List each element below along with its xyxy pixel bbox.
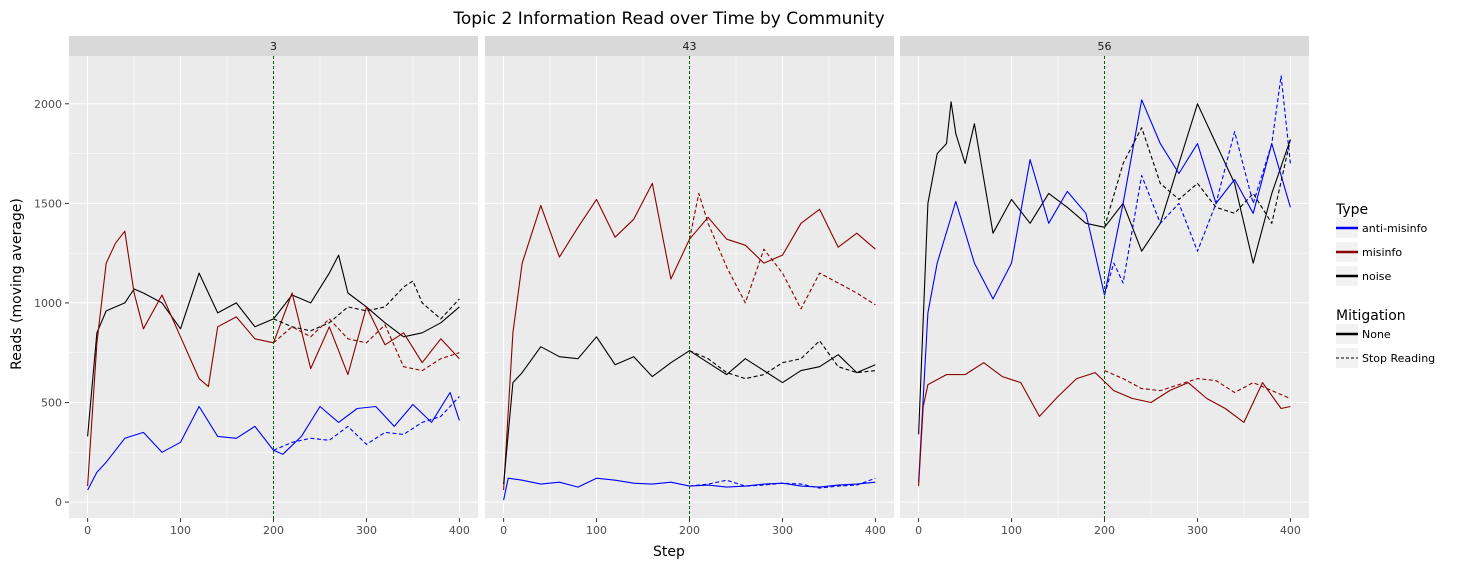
- y-tick-label: 1000: [34, 297, 62, 310]
- x-tick-label: 400: [449, 524, 470, 537]
- y-tick-label: 1500: [34, 197, 62, 210]
- x-tick-label: 200: [679, 524, 700, 537]
- legend-mitigation-title: Mitigation: [1336, 308, 1406, 324]
- x-tick-label: 0: [84, 524, 91, 537]
- series-line-misinfo-none: [87, 230, 460, 487]
- legend-label-mitigation: Stop Reading: [1362, 352, 1435, 365]
- legend-label-mitigation: None: [1362, 328, 1391, 341]
- series-line-noise-stop-reading: [273, 280, 460, 332]
- panel-3: 3 0 100 200 300 400 0 500 1000 1500 2000: [34, 36, 478, 537]
- y-axis-title: Reads (moving average): [9, 198, 25, 370]
- x-tick-label: 300: [772, 524, 793, 537]
- y-tick-label: 2000: [34, 98, 62, 111]
- series-line-noise-none: [87, 254, 460, 437]
- x-tick-label: 100: [1001, 524, 1022, 537]
- x-tick-label: 0: [915, 524, 922, 537]
- panel-56: 56 0 100 200 300 400: [900, 36, 1309, 537]
- facet-strip: [69, 36, 478, 56]
- facet-strip-label: 3: [270, 40, 277, 53]
- x-axis-title: Step: [653, 544, 685, 560]
- series-line-misinfo-stop-reading: [1104, 370, 1291, 400]
- legend-label-misinfo: misinfo: [1362, 246, 1402, 259]
- x-tick-label: 100: [586, 524, 607, 537]
- series-line-misinfo-stop-reading: [273, 318, 460, 372]
- series-line-noise-none: [503, 336, 876, 485]
- series-line-anti-misinfo-none: [503, 477, 876, 501]
- panel-43: 43 0 100 200 300 400: [485, 36, 894, 537]
- x-tick-label: 200: [263, 524, 284, 537]
- x-tick-label: 200: [1094, 524, 1115, 537]
- series-line-misinfo-stop-reading: [688, 192, 876, 310]
- legend-label-noise: noise: [1362, 270, 1391, 283]
- facet-strip-label: 56: [1098, 40, 1112, 53]
- facet-strip: [900, 36, 1309, 56]
- legend: Type Mitigation anti-misinfo misinfo noise…: [1335, 202, 1435, 368]
- facet-strip-label: 43: [683, 40, 697, 53]
- x-tick-label: 100: [170, 524, 191, 537]
- series-line-noise-stop-reading: [1103, 127, 1291, 228]
- x-tick-label: 300: [356, 524, 377, 537]
- series-line-noise-none: [918, 101, 1291, 435]
- y-tick-label: 500: [41, 397, 62, 410]
- x-tick-label: 300: [1187, 524, 1208, 537]
- series-line-misinfo-none: [503, 182, 876, 491]
- x-tick-label: 400: [865, 524, 886, 537]
- legend-label-anti-misinfo: anti-misinfo: [1362, 222, 1427, 235]
- series-line-anti-misinfo-none: [918, 99, 1291, 483]
- series-line-anti-misinfo-stop-reading: [273, 396, 460, 451]
- x-tick-label: 0: [500, 524, 507, 537]
- series-line-noise-stop-reading: [689, 340, 876, 380]
- chart-title: Topic 2 Information Read over Time by Co…: [452, 9, 884, 29]
- series-line-misinfo-none: [918, 362, 1291, 487]
- series-line-anti-misinfo-stop-reading: [689, 477, 876, 489]
- y-tick-label: 0: [55, 496, 62, 509]
- facet-strip: [485, 36, 894, 56]
- x-tick-label: 400: [1280, 524, 1301, 537]
- legend-type-title: Type: [1335, 202, 1368, 218]
- series-line-anti-misinfo-stop-reading: [1103, 75, 1291, 296]
